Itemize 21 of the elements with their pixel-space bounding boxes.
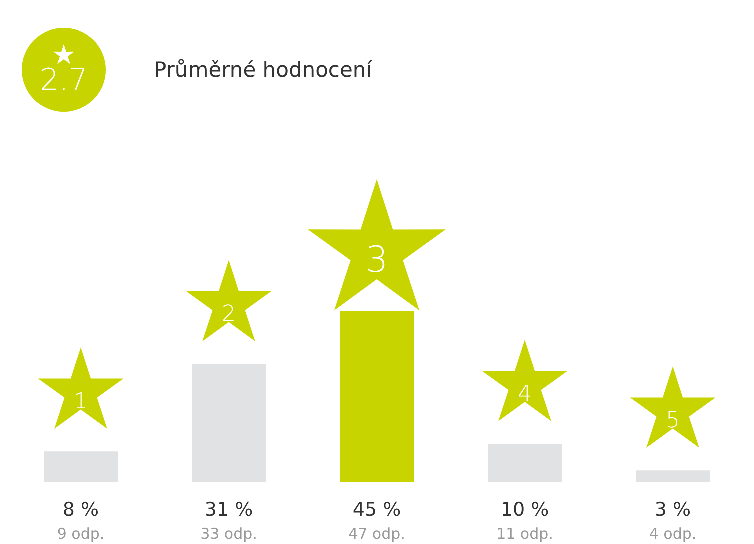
data-label: 3 % [654, 499, 692, 521]
x-tick-label: 3 [366, 240, 388, 281]
text: 9 odp. [57, 525, 105, 543]
text: 4 odp. [649, 525, 697, 543]
bar [44, 452, 118, 482]
data-label: 31 % [204, 499, 254, 521]
x-tick-label: 1 [74, 390, 88, 415]
text: 33 odp. [200, 525, 258, 543]
x-tick-label: 2 [222, 302, 236, 328]
bar [636, 470, 710, 482]
chart-title: Průměrné hodnocení [154, 58, 372, 82]
bar [192, 364, 266, 482]
data-label: 45 % [352, 499, 402, 521]
bar [488, 444, 562, 482]
text: 11 odp. [496, 525, 554, 543]
data-label: 8 % [62, 499, 100, 521]
text: 47 odp. [348, 525, 406, 543]
data-label: 10 % [500, 499, 550, 521]
text: 2.7 [40, 62, 88, 98]
x-tick-label: 4 [518, 382, 532, 407]
x-tick-label: 5 [666, 408, 680, 434]
